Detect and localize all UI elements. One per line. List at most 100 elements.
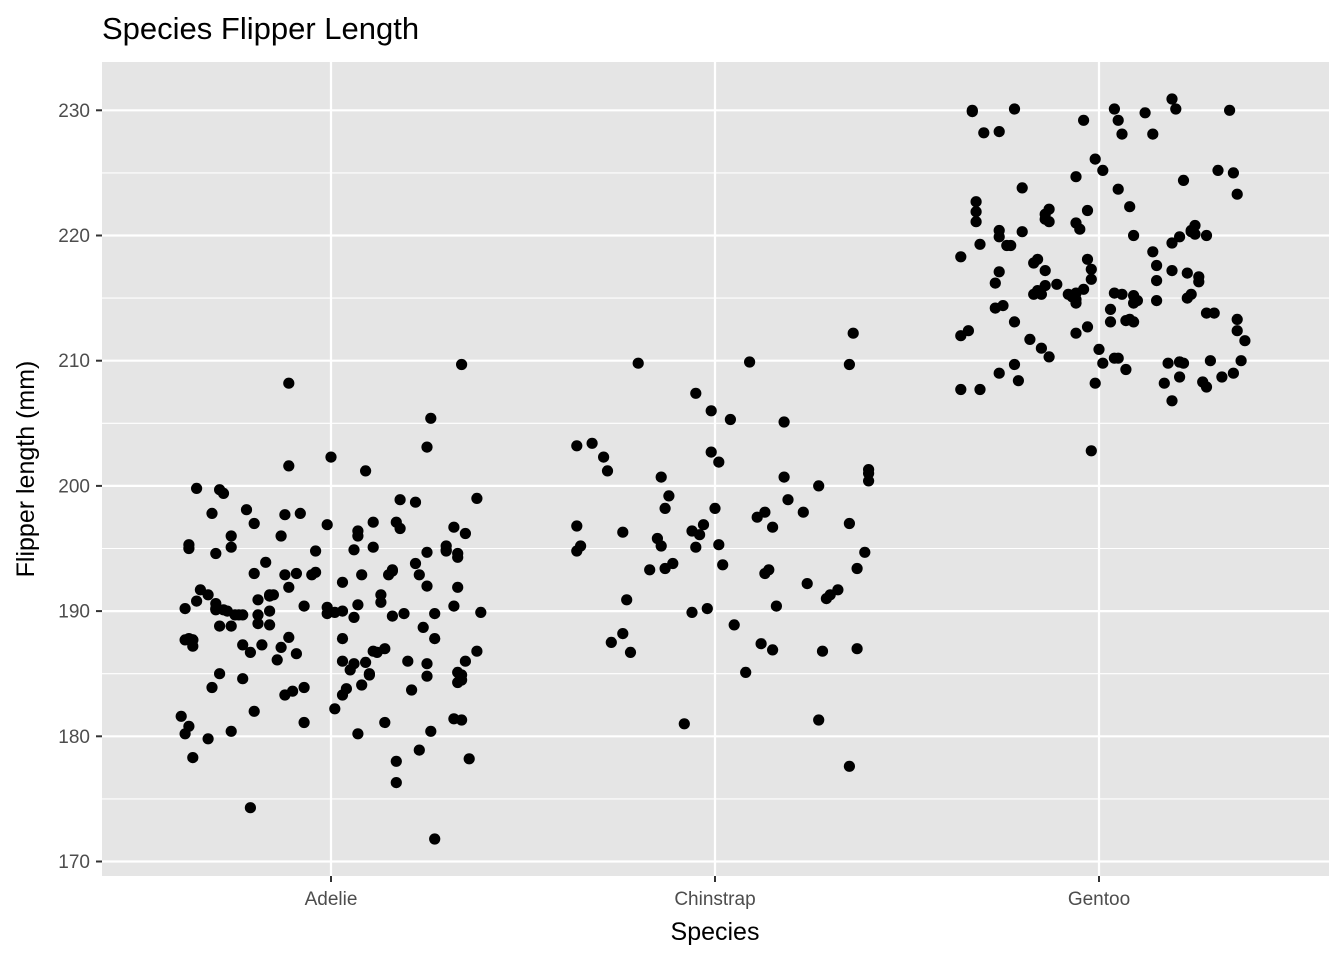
data-point [310,566,322,578]
data-point [655,540,667,552]
y-tick-label: 200 [58,476,90,497]
data-point [1078,283,1090,295]
data-point [1039,280,1051,292]
data-point [244,646,256,659]
data-point [348,544,360,556]
data-point [225,530,237,542]
data-point [1112,114,1124,126]
y-tick-label: 220 [58,226,90,247]
data-point [413,744,425,756]
data-point [1078,114,1090,126]
data-point [1070,297,1082,309]
data-point [713,456,725,468]
data-point [179,603,191,615]
y-tick-label: 170 [58,852,90,873]
data-point [1008,103,1021,115]
data-point [283,460,295,472]
data-point [1177,174,1190,186]
data-point [782,494,794,506]
data-point [770,600,783,612]
data-point [659,502,671,514]
data-point [690,387,702,399]
data-point [240,504,253,516]
data-point [329,703,341,715]
data-point [248,517,260,530]
data-point [294,507,306,519]
data-point [624,646,637,659]
data-point [690,541,702,553]
data-point [1174,231,1186,243]
data-point [740,666,752,679]
data-point [1043,203,1055,215]
data-point [1174,371,1186,383]
data-points [175,93,1251,845]
data-point [1081,253,1094,265]
data-point [966,104,978,116]
data-point [847,327,859,339]
data-point [191,595,203,607]
data-point [425,725,437,737]
data-point [1089,377,1101,389]
data-point [1162,357,1174,369]
data-point [425,412,437,424]
data-point [701,603,713,615]
data-point [717,559,729,571]
data-point [452,581,464,593]
data-point [797,506,809,518]
data-point [1224,104,1236,116]
data-point [843,760,856,772]
data-point [686,606,698,619]
data-point [993,367,1005,379]
data-point [275,641,287,654]
data-point [1016,226,1028,238]
data-point [225,541,237,553]
data-point [406,684,418,696]
data-point [851,643,863,655]
y-tick-label: 190 [58,602,90,623]
data-point [598,451,610,463]
data-point [1043,351,1055,363]
data-point [321,519,333,531]
data-point [1116,128,1128,140]
data-point [279,569,291,581]
data-point [356,569,368,581]
data-point [1177,357,1190,369]
data-point [974,383,986,396]
data-point [1147,128,1159,140]
data-point [363,668,375,680]
data-point [1104,316,1117,328]
data-point [1070,171,1082,183]
data-point [663,490,675,502]
data-point [962,325,975,337]
data-point [386,565,398,577]
data-point [1035,342,1047,354]
data-point [621,594,633,606]
data-point [429,833,441,845]
data-point [1193,271,1205,283]
data-point [1200,381,1213,393]
data-point [709,502,721,514]
data-point [448,521,460,533]
data-point [260,556,272,568]
data-point [287,685,299,697]
data-point [452,551,464,563]
data-point [183,542,195,555]
data-point [1166,265,1178,277]
data-point [298,681,310,694]
data-point [417,621,429,634]
data-point [456,358,468,371]
data-point [1128,229,1140,242]
data-point [202,733,214,745]
data-point [632,357,644,369]
data-point [1120,363,1132,376]
data-point [183,720,195,732]
data-point [1166,93,1178,105]
data-point [1235,355,1247,367]
data-point [1124,201,1136,213]
data-point [379,643,391,655]
data-point [1181,267,1193,279]
data-point [1074,223,1086,235]
data-point [605,636,617,649]
data-point [475,606,487,619]
